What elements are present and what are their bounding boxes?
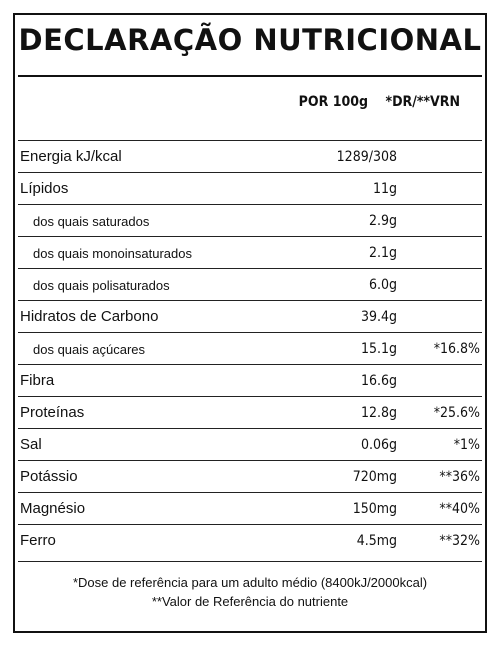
table-row: Fibra 16.6g bbox=[18, 364, 482, 397]
table-row: Energia kJ/kcal 1289/308 bbox=[18, 140, 482, 173]
table-row: Magnésio 150mg **40% bbox=[18, 492, 482, 525]
nutrient-value: 15.1g bbox=[360, 341, 397, 357]
nutrition-label bbox=[13, 13, 487, 633]
table-row: Potássio 720mg **36% bbox=[18, 460, 482, 493]
table-row: dos quais monoinsaturados 2.1g bbox=[18, 236, 482, 269]
nutrient-label: Hidratos de Carbono bbox=[20, 308, 159, 325]
nutrient-value: 16.6g bbox=[360, 373, 397, 389]
nutrient-value: 720mg bbox=[352, 469, 397, 485]
nutrient-label: Magnésio bbox=[20, 500, 86, 517]
nutrient-value: 6.0g bbox=[368, 277, 397, 293]
nutrient-dr: **32% bbox=[439, 533, 480, 549]
nutrient-label: Lípidos bbox=[20, 180, 69, 197]
nutrient-value: 2.1g bbox=[368, 245, 397, 261]
nutrient-value: 1289/308 bbox=[336, 149, 397, 165]
footnote-nutrient-reference: **Valor de Referência do nutriente bbox=[151, 594, 349, 609]
table-bottom-divider bbox=[18, 561, 482, 562]
nutrient-label: Fibra bbox=[20, 372, 55, 389]
header-per-100g: POR 100g bbox=[298, 94, 368, 110]
table-row: Ferro 4.5mg **32% bbox=[18, 524, 482, 557]
nutrient-value: 2.9g bbox=[368, 213, 397, 229]
nutrient-dr: *1% bbox=[453, 437, 480, 453]
label-title: DECLARAÇÃO NUTRICIONAL bbox=[18, 23, 482, 57]
nutrient-value: 12.8g bbox=[360, 405, 397, 421]
nutrient-dr: *16.8% bbox=[433, 341, 480, 357]
nutrient-label: dos quais saturados bbox=[33, 214, 150, 229]
table-row: Sal 0.06g *1% bbox=[18, 428, 482, 461]
table-row: Lípidos 11g bbox=[18, 172, 482, 205]
nutrient-value: 4.5mg bbox=[356, 533, 397, 549]
nutrient-label: Proteínas bbox=[20, 404, 85, 421]
nutrient-value: 0.06g bbox=[360, 437, 397, 453]
nutrient-label: dos quais monoinsaturados bbox=[33, 246, 192, 261]
nutrient-label: dos quais polisaturados bbox=[33, 278, 170, 293]
table-row: dos quais açúcares 15.1g *16.8% bbox=[18, 332, 482, 365]
nutrient-dr: **36% bbox=[439, 469, 480, 485]
header-dr-vrn: *DR/**VRN bbox=[385, 94, 461, 110]
footnote-reference-intake: *Dose de referência para um adulto médio… bbox=[72, 575, 428, 590]
title-divider bbox=[18, 75, 482, 77]
table-row: dos quais saturados 2.9g bbox=[18, 204, 482, 237]
nutrient-label: Potássio bbox=[20, 468, 78, 485]
nutrient-value: 11g bbox=[372, 181, 397, 197]
nutrient-dr: **40% bbox=[439, 501, 480, 517]
table-row: dos quais polisaturados 6.0g bbox=[18, 268, 482, 301]
nutrient-dr: *25.6% bbox=[433, 405, 480, 421]
nutrient-label: Ferro bbox=[20, 532, 56, 549]
table-row: Hidratos de Carbono 39.4g bbox=[18, 300, 482, 333]
nutrient-value: 150mg bbox=[352, 501, 397, 517]
nutrient-label: dos quais açúcares bbox=[33, 342, 146, 357]
nutrient-label: Energia kJ/kcal bbox=[20, 148, 122, 165]
nutrient-label: Sal bbox=[20, 436, 42, 453]
table-row: Proteínas 12.8g *25.6% bbox=[18, 396, 482, 429]
nutrient-value: 39.4g bbox=[360, 309, 397, 325]
